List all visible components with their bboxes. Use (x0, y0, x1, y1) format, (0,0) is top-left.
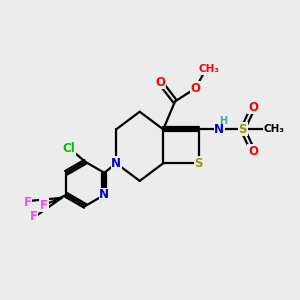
Text: F: F (24, 196, 32, 209)
Text: Cl: Cl (63, 142, 75, 155)
Text: S: S (194, 157, 203, 170)
Text: O: O (248, 145, 258, 158)
Text: O: O (155, 76, 165, 89)
Text: O: O (248, 101, 258, 114)
Text: F: F (30, 211, 38, 224)
Text: H: H (219, 116, 227, 126)
Text: F: F (40, 199, 48, 212)
Text: N: N (111, 157, 121, 170)
Text: CH₃: CH₃ (263, 124, 284, 134)
Text: O: O (190, 82, 201, 95)
Text: N: N (99, 188, 109, 201)
Text: CH₃: CH₃ (198, 64, 219, 74)
Text: N: N (214, 123, 224, 136)
Text: S: S (238, 123, 247, 136)
